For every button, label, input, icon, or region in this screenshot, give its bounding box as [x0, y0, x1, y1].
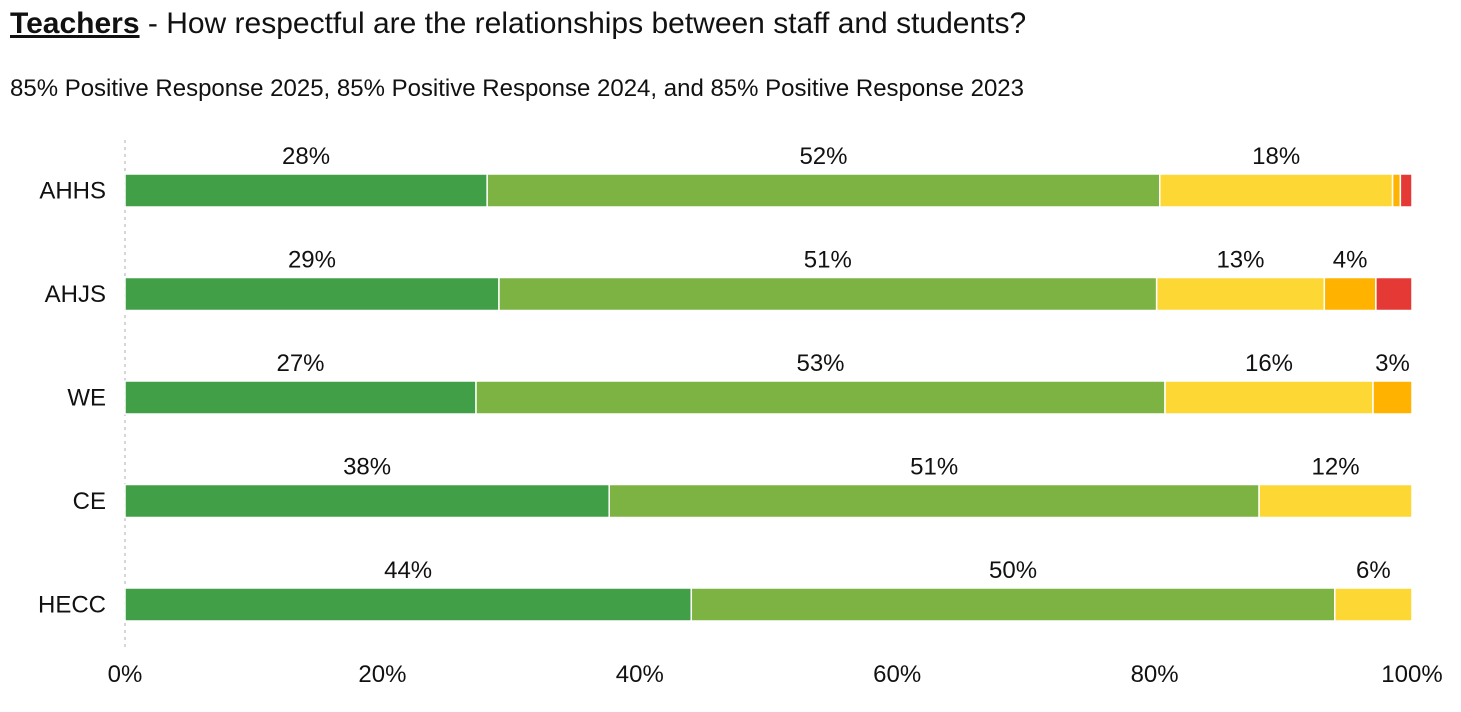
category-label: AHJS [45, 281, 106, 308]
bar-segment [1372, 380, 1413, 415]
bar-segment [124, 483, 610, 519]
chart-subtitle: 85% Positive Response 2025, 85% Positive… [10, 75, 1024, 102]
data-label: 4% [1333, 247, 1368, 274]
category-label: HECC [38, 592, 106, 619]
bar-segment [1258, 483, 1413, 519]
x-tick-label: 0% [108, 661, 143, 688]
data-label: 29% [288, 247, 336, 274]
x-tick-label: 80% [1131, 661, 1179, 688]
data-label: 16% [1245, 350, 1293, 377]
bar-segment [1155, 276, 1326, 312]
chart-title: Teachers - How respectful are the relati… [10, 4, 1026, 44]
bar-segment [124, 173, 488, 208]
x-tick-label: 20% [358, 661, 406, 688]
data-label: 38% [343, 454, 391, 481]
bar-segment [690, 587, 1336, 622]
data-label: 6% [1356, 557, 1391, 584]
category-label: WE [67, 385, 106, 412]
category-label: AHHS [39, 178, 106, 205]
x-tick-label: 100% [1381, 661, 1442, 688]
bar-segment [475, 380, 1166, 415]
bar-segment [124, 587, 693, 622]
title-separator: - [139, 7, 167, 40]
x-tick-label: 40% [616, 661, 664, 688]
data-label: 28% [282, 143, 330, 170]
data-label: 52% [799, 143, 847, 170]
data-label: 50% [989, 557, 1037, 584]
bar-segment [124, 276, 500, 312]
title-subject: Teachers [10, 7, 140, 40]
data-label: 12% [1312, 454, 1360, 481]
category-label: CE [73, 488, 106, 515]
bar-segment [498, 276, 1158, 312]
title-question: How respectful are the relationships bet… [166, 7, 1027, 40]
data-label: 44% [384, 557, 432, 584]
bar-segment [1323, 276, 1377, 312]
data-label: 3% [1375, 350, 1410, 377]
bar-segment [608, 483, 1260, 519]
data-label: 13% [1216, 247, 1264, 274]
data-label: 51% [910, 454, 958, 481]
x-tick-label: 60% [873, 661, 921, 688]
bar-segment [1391, 173, 1402, 208]
data-label: 51% [804, 247, 852, 274]
bar-segment [1375, 276, 1413, 312]
bar-segment [1159, 173, 1394, 208]
bar-segment [124, 380, 477, 415]
data-label: 18% [1252, 143, 1300, 170]
data-label: 53% [796, 350, 844, 377]
bar-segment [1164, 380, 1374, 415]
bar-segment [1399, 173, 1413, 208]
data-label: 27% [276, 350, 324, 377]
bar-segment [486, 173, 1161, 208]
bar-segment [1334, 587, 1413, 622]
